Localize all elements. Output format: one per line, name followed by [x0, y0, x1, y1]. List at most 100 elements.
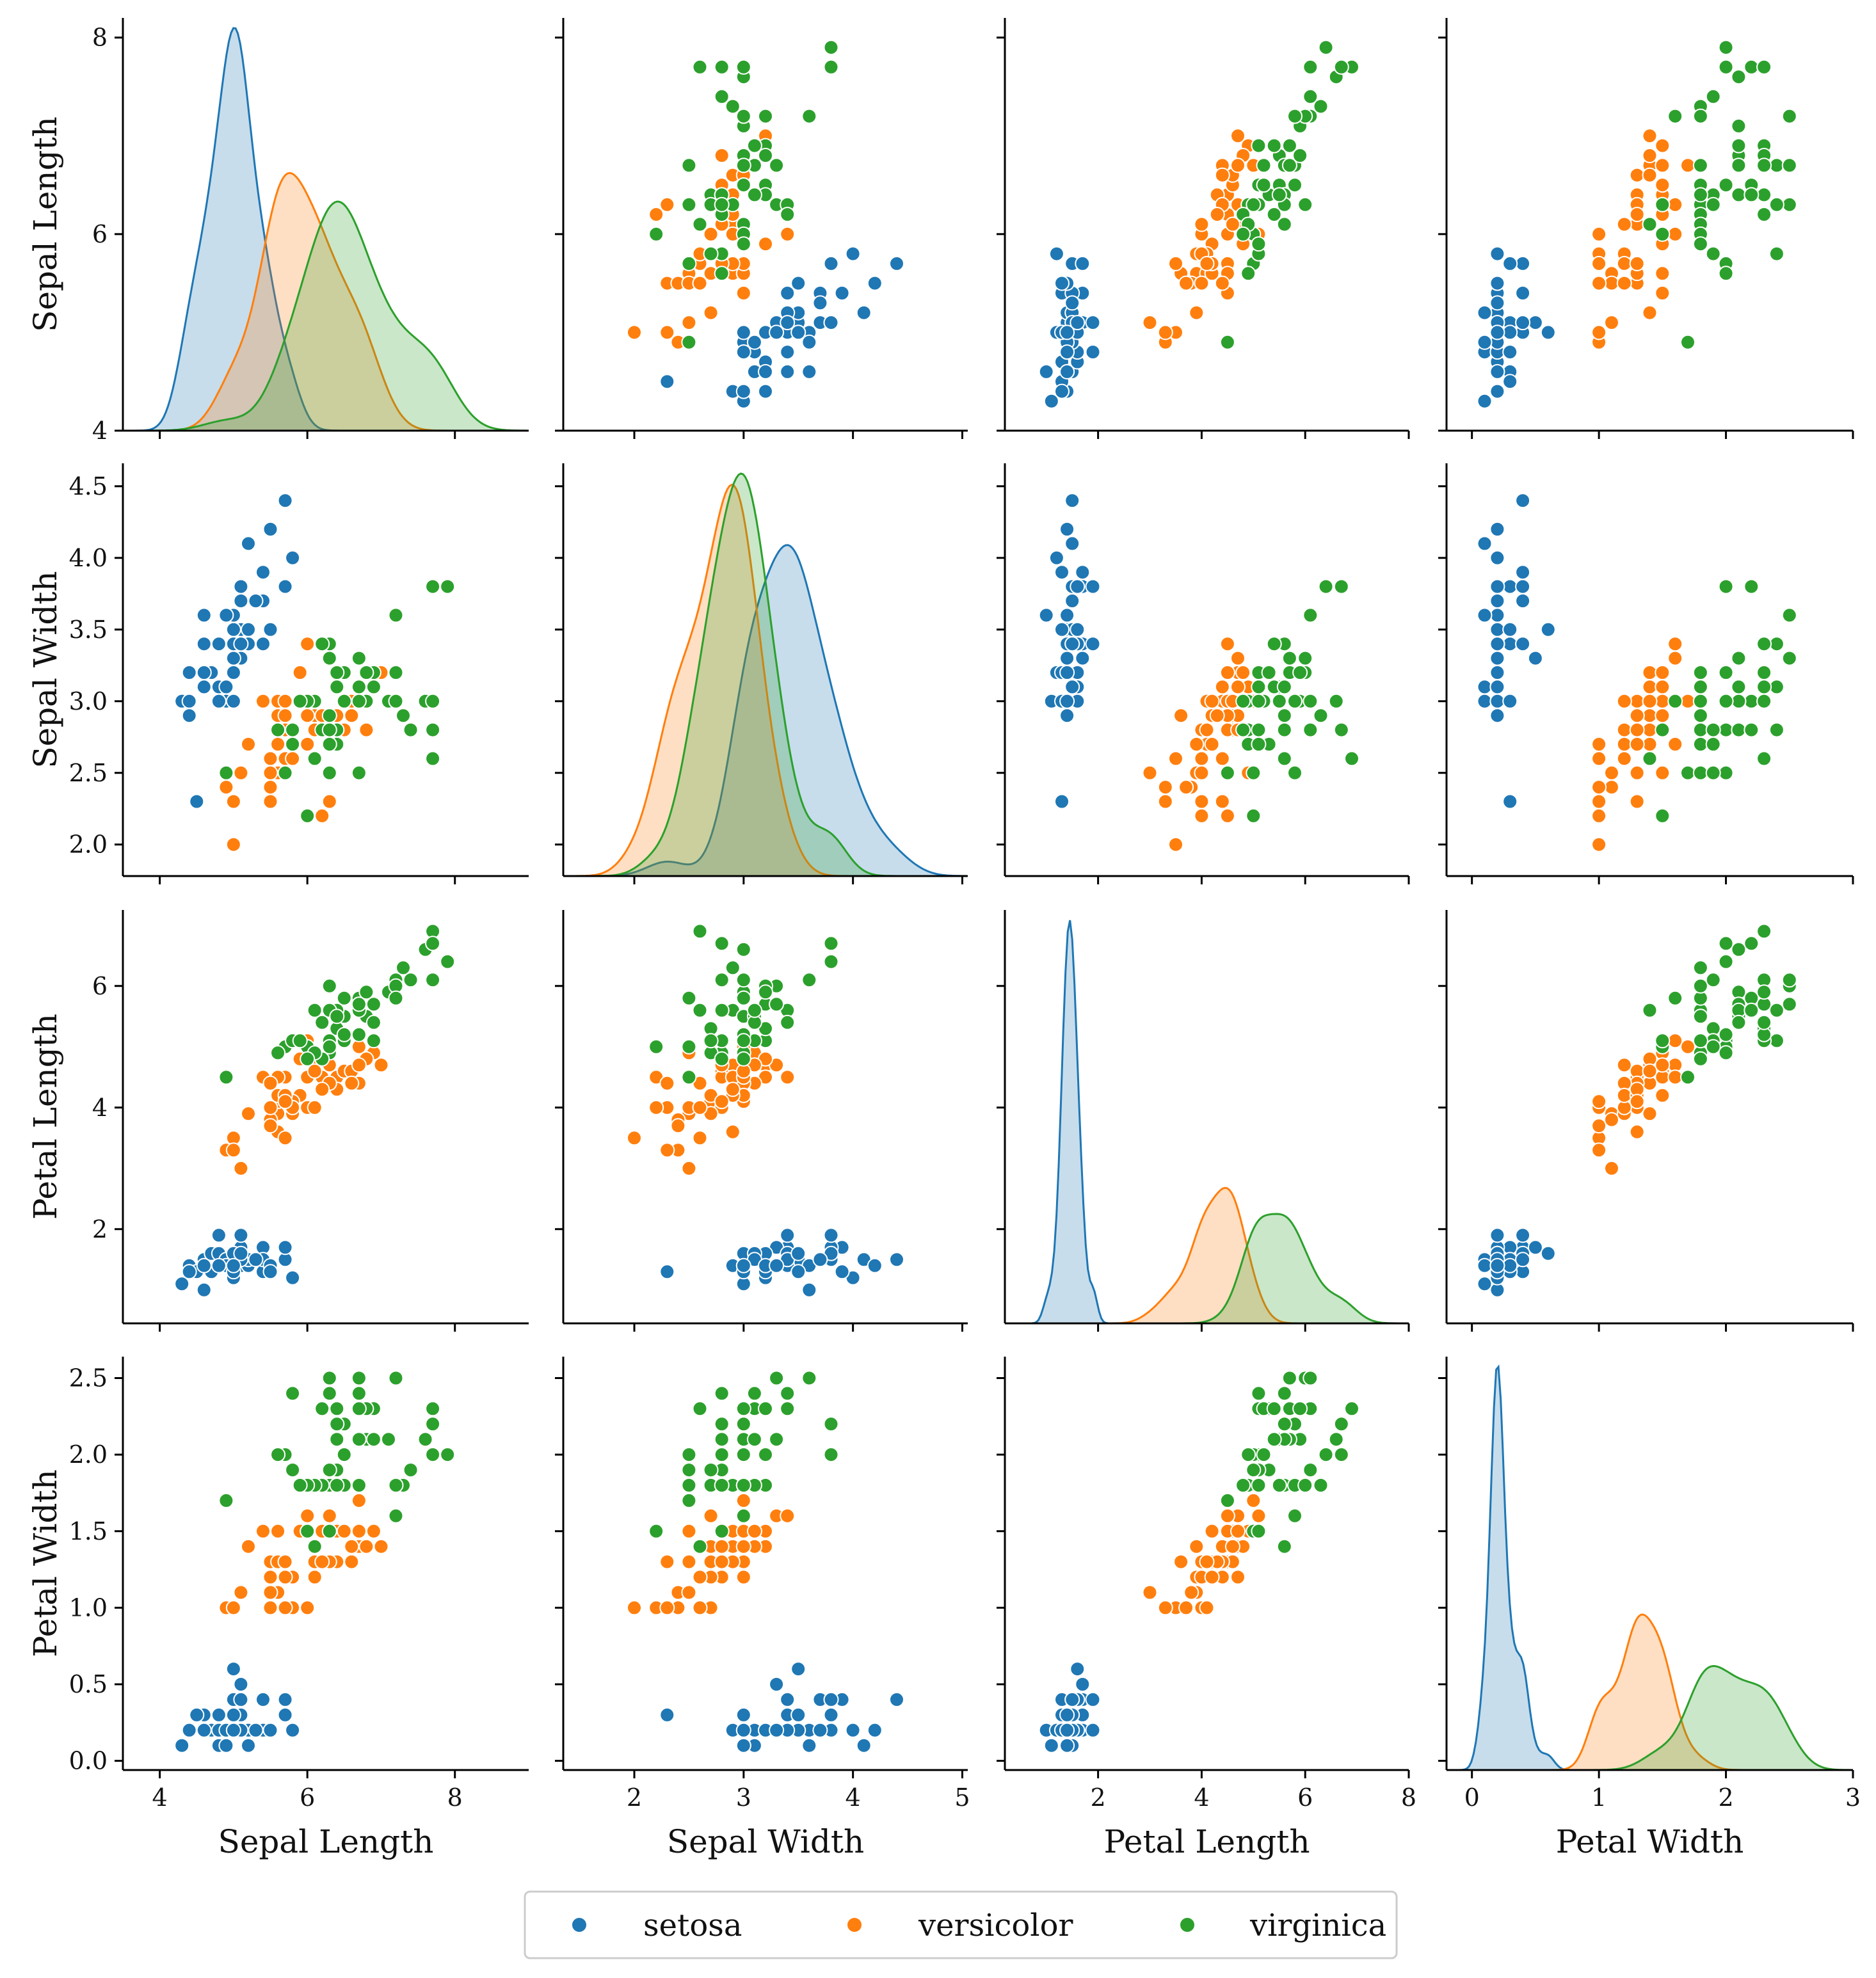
point-versicolor — [1655, 157, 1671, 173]
point-virginica — [758, 984, 773, 1000]
point-versicolor — [1655, 266, 1671, 282]
point-virginica — [1251, 236, 1267, 252]
point-setosa — [1064, 536, 1080, 552]
point-setosa — [735, 1722, 751, 1738]
point-setosa — [889, 1252, 904, 1268]
point-virginica — [1705, 722, 1721, 738]
point-setosa — [1540, 1245, 1556, 1261]
point-versicolor — [1591, 808, 1607, 824]
point-versicolor — [1591, 779, 1607, 795]
point-virginica — [388, 693, 404, 709]
point-virginica — [1705, 196, 1721, 212]
point-virginica — [1240, 1447, 1256, 1463]
point-virginica — [321, 765, 337, 781]
point-setosa — [1489, 679, 1505, 695]
point-virginica — [1303, 1462, 1319, 1478]
point-setosa — [780, 1691, 796, 1707]
point-setosa — [218, 1737, 234, 1753]
point-virginica — [321, 1523, 337, 1539]
point-virginica — [692, 923, 708, 939]
point-virginica — [321, 978, 337, 994]
point-virginica — [1313, 708, 1329, 724]
point-virginica — [218, 765, 234, 781]
point-virginica — [1344, 751, 1359, 767]
point-virginica — [1781, 108, 1797, 124]
point-virginica — [388, 665, 404, 680]
point-virginica — [1251, 693, 1267, 709]
point-setosa — [1054, 383, 1070, 399]
point-setosa — [285, 550, 301, 566]
point-virginica — [1292, 148, 1308, 163]
point-setosa — [1489, 1227, 1505, 1243]
point-setosa — [780, 315, 796, 331]
point-setosa — [812, 1252, 828, 1268]
point-setosa — [225, 693, 241, 709]
point-virginica — [1303, 722, 1319, 738]
point-versicolor — [1667, 196, 1683, 212]
point-virginica — [1692, 978, 1708, 994]
point-virginica — [1692, 765, 1708, 781]
x-tick-label: 6 — [300, 1783, 315, 1812]
panel-sepal_length-vs-sepal_length: 4 6 8 Sepal Length — [27, 18, 529, 445]
point-virginica — [440, 1447, 456, 1463]
y-tick-label: 4.5 — [69, 472, 108, 500]
point-virginica — [1287, 177, 1303, 193]
point-versicolor — [262, 794, 278, 810]
point-setosa — [1059, 708, 1075, 724]
point-versicolor — [255, 1523, 271, 1539]
point-virginica — [1756, 59, 1772, 75]
point-virginica — [285, 722, 301, 738]
point-versicolor — [1194, 216, 1210, 232]
point-versicolor — [344, 1538, 360, 1554]
point-setosa — [211, 1707, 227, 1723]
point-setosa — [255, 564, 271, 580]
point-setosa — [1064, 493, 1080, 509]
point-versicolor — [1680, 693, 1696, 709]
point-virginica — [314, 636, 330, 652]
point-virginica — [735, 972, 751, 988]
point-virginica — [1303, 88, 1319, 104]
point-versicolor — [703, 1508, 719, 1524]
point-versicolor — [300, 1508, 316, 1524]
point-versicolor — [1629, 1124, 1645, 1140]
kde-fill-setosa — [1447, 1367, 1853, 1770]
point-virginica — [1692, 157, 1708, 173]
point-versicolor — [1667, 1033, 1683, 1049]
point-virginica — [1328, 1432, 1344, 1448]
point-setosa — [823, 1227, 839, 1243]
point-virginica — [681, 1069, 697, 1085]
point-virginica — [1256, 1447, 1272, 1463]
point-versicolor — [300, 737, 316, 752]
point-setosa — [1477, 334, 1493, 350]
point-setosa — [1064, 593, 1080, 609]
point-setosa — [1043, 1737, 1059, 1753]
point-virginica — [735, 990, 751, 1006]
point-versicolor — [1604, 779, 1619, 795]
point-versicolor — [714, 148, 730, 163]
point-virginica — [396, 960, 411, 976]
point-versicolor — [351, 1057, 367, 1073]
point-versicolor — [277, 1554, 293, 1570]
point-virginica — [1705, 737, 1721, 752]
point-setosa — [1054, 621, 1070, 637]
point-setosa — [1489, 363, 1505, 379]
x-axis-title-petal_length: Petal Length — [1103, 1823, 1310, 1860]
x-tick-label: 8 — [447, 1783, 463, 1812]
point-setosa — [277, 1707, 293, 1723]
point-setosa — [1489, 246, 1505, 262]
y-tick-label: 3.0 — [69, 687, 108, 715]
point-setosa — [856, 1737, 872, 1753]
point-versicolor — [1591, 255, 1607, 271]
point-versicolor — [262, 1099, 278, 1115]
point-setosa — [1059, 1722, 1075, 1738]
point-setosa — [735, 344, 751, 360]
point-versicolor — [225, 1600, 241, 1616]
point-virginica — [1756, 1014, 1772, 1030]
point-virginica — [714, 1432, 730, 1448]
point-virginica — [1692, 708, 1708, 724]
point-virginica — [1731, 941, 1747, 957]
point-virginica — [1281, 138, 1297, 154]
point-setosa — [1477, 607, 1493, 623]
point-virginica — [692, 59, 708, 75]
